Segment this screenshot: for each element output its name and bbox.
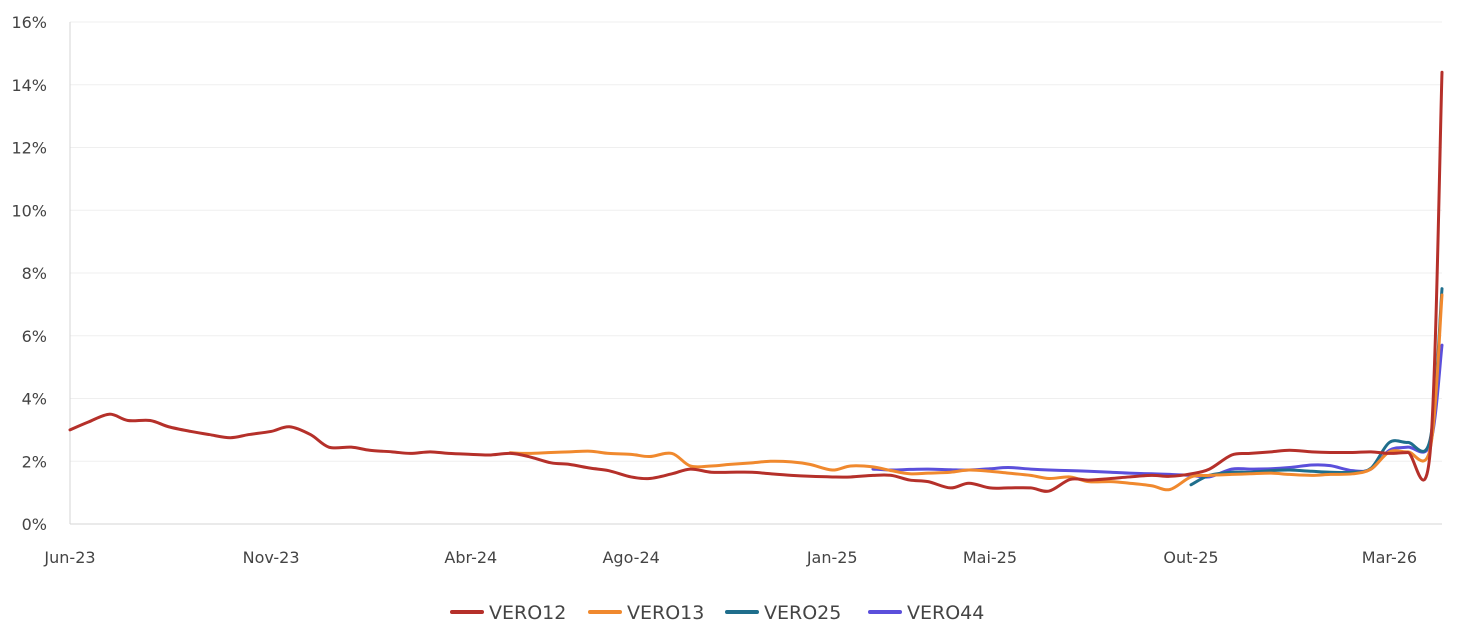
x-tick-label: Jun-23: [43, 548, 95, 567]
grid-layer: [70, 21, 1442, 462]
legend-item-vero25[interactable]: VERO25: [725, 602, 841, 624]
series-line-vero44: [871, 343, 1444, 479]
y-tick-label: 14%: [11, 76, 47, 95]
x-axis-ticks: Jun-23 Nov-23 Abr-24 Ago-24 Jan-25 Mai-25 Out-…: [43, 548, 1417, 567]
x-tick-label: Ago-24: [602, 548, 659, 567]
x-tick-label: Jan-25: [806, 548, 858, 567]
legend-label: VERO44: [907, 602, 984, 624]
legend-label: VERO25: [764, 602, 841, 624]
y-tick-label: 4%: [22, 390, 47, 409]
y-tick-label: 2%: [22, 452, 47, 471]
x-tick-label: Mai-25: [963, 548, 1017, 567]
series-line-vero25: [1189, 287, 1444, 487]
series-layer: [68, 70, 1444, 493]
y-axis-ticks: 0% 2% 4% 6% 8% 10% 12% 14% 16%: [11, 13, 47, 534]
y-tick-label: 6%: [22, 327, 47, 346]
axis-layer: [69, 22, 1442, 525]
x-tick-label: Mar-26: [1362, 548, 1417, 567]
x-tick-label: Nov-23: [243, 548, 300, 567]
y-tick-label: 0%: [22, 515, 47, 534]
series-line-vero13: [508, 293, 1444, 492]
legend-label: VERO12: [489, 602, 566, 624]
y-tick-label: 16%: [11, 13, 47, 32]
legend-item-vero44[interactable]: VERO44: [868, 602, 984, 624]
series-line-vero12: [68, 70, 1444, 493]
x-tick-label: Abr-24: [444, 548, 497, 567]
y-tick-label: 8%: [22, 264, 47, 283]
y-tick-label: 10%: [11, 201, 47, 220]
legend-label: VERO13: [627, 602, 704, 624]
y-tick-label: 12%: [11, 139, 47, 158]
legend: VERO12 VERO13 VERO25 VERO44: [450, 602, 984, 624]
legend-item-vero13[interactable]: VERO13: [588, 602, 704, 624]
x-tick-label: Out-25: [1163, 548, 1218, 567]
legend-item-vero12[interactable]: VERO12: [450, 602, 566, 624]
